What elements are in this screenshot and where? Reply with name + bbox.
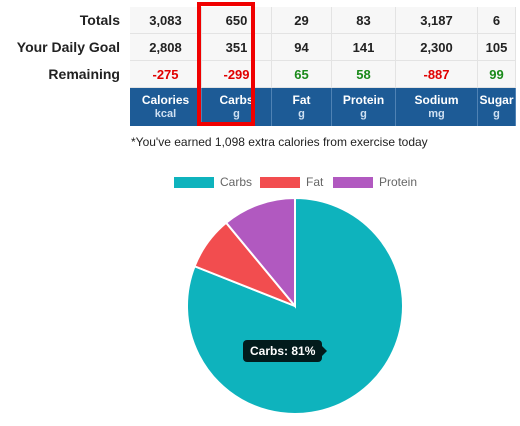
- column-name: Sodium: [414, 93, 459, 107]
- column-name: Protein: [342, 93, 385, 107]
- legend-label-protein: Protein: [379, 175, 418, 189]
- legend-item-fat[interactable]: Fat: [260, 174, 323, 190]
- legend-label-carbs: Carbs: [220, 175, 253, 189]
- column-name: Calories: [141, 93, 190, 107]
- column-header-carbs: Carbs g: [202, 88, 272, 126]
- legend-swatch-protein: [333, 176, 373, 188]
- column-name: Sugar: [479, 93, 514, 107]
- legend-swatch-fat: [260, 176, 300, 188]
- row-label-totals: Totals: [79, 12, 120, 28]
- column-header-fat: Fat g: [272, 88, 332, 126]
- column-unit: mg: [428, 108, 445, 120]
- remaining-calories: -275: [130, 61, 202, 88]
- goal-calories: 2,808: [130, 34, 202, 61]
- totals-sugar: 6: [478, 7, 516, 34]
- column-header-calories: Calories kcal: [130, 88, 202, 126]
- remaining-row: Remaining -275 -299 65 58 -887 99: [0, 61, 520, 88]
- column-name: Carbs: [219, 93, 254, 107]
- totals-protein: 83: [332, 7, 396, 34]
- column-unit: kcal: [154, 108, 177, 120]
- chart-legend: Carbs Fat Protein: [0, 174, 520, 190]
- column-unit: g: [493, 108, 500, 120]
- remaining-fat: 65: [272, 61, 332, 88]
- column-unit: g: [233, 108, 240, 120]
- column-name: Fat: [292, 93, 311, 107]
- row-label-remaining: Remaining: [48, 66, 120, 82]
- goal-sugar: 105: [478, 34, 516, 61]
- totals-calories: 3,083: [130, 7, 202, 34]
- column-header-protein: Protein g: [332, 88, 396, 126]
- goal-fat: 94: [272, 34, 332, 61]
- totals-carbs: 650: [202, 7, 272, 34]
- legend-item-protein[interactable]: Protein: [333, 174, 417, 190]
- totals-row: Totals 3,083 650 29 83 3,187 6: [0, 7, 520, 34]
- column-header-sodium: Sodium mg: [396, 88, 478, 126]
- remaining-sugar: 99: [478, 61, 516, 88]
- column-header-sugar: Sugar g: [478, 88, 516, 126]
- remaining-sodium: -887: [396, 61, 478, 88]
- carbs-column-highlight: [197, 2, 255, 126]
- pie-tooltip: Carbs: 81%: [243, 340, 328, 362]
- pie-slice-protein[interactable]: [224, 196, 296, 309]
- remaining-carbs: -299: [202, 61, 272, 88]
- column-unit: g: [360, 108, 367, 120]
- daily-goal-row: Your Daily Goal 2,808 351 94 141 2,300 1…: [0, 34, 520, 61]
- column-unit: g: [298, 108, 305, 120]
- row-label-daily-goal: Your Daily Goal: [16, 39, 120, 55]
- remaining-protein: 58: [332, 61, 396, 88]
- legend-item-carbs[interactable]: Carbs: [174, 174, 252, 190]
- totals-fat: 29: [272, 7, 332, 34]
- totals-sodium: 3,187: [396, 7, 478, 34]
- goal-sodium: 2,300: [396, 34, 478, 61]
- goal-carbs: 351: [202, 34, 272, 61]
- column-header-row: Calories kcal Carbs g Fat g Protein g So…: [0, 88, 520, 126]
- goal-protein: 141: [332, 34, 396, 61]
- exercise-note: *You've earned 1,098 extra calories from…: [131, 135, 428, 149]
- legend-swatch-carbs: [174, 176, 214, 188]
- legend-label-fat: Fat: [306, 175, 324, 189]
